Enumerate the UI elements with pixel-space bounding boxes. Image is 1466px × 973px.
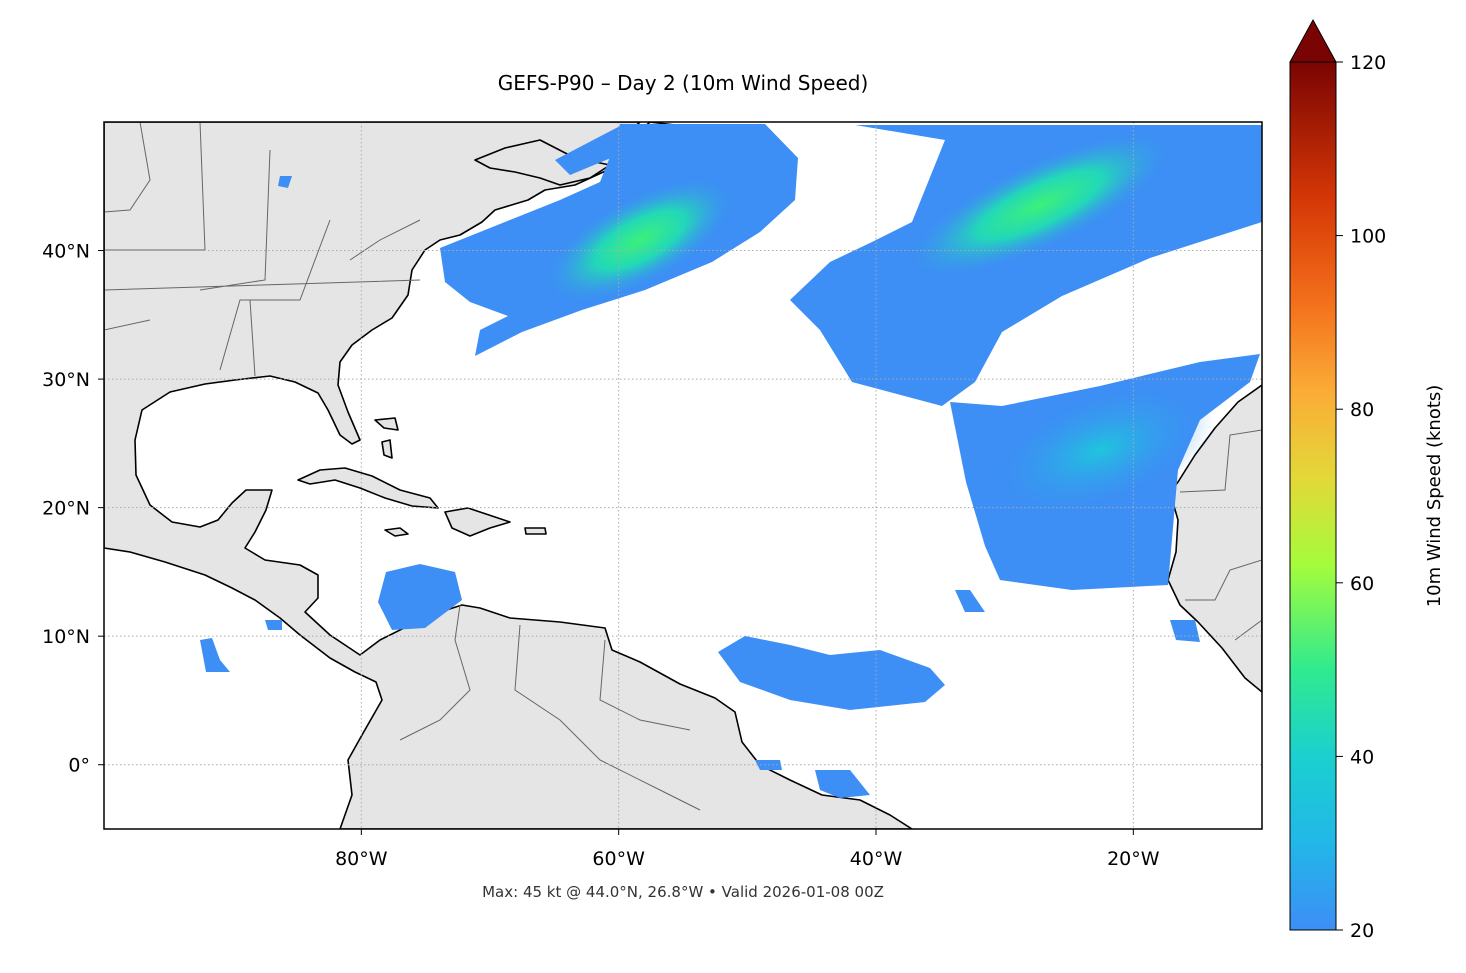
gridlines [104, 122, 1262, 829]
land-cuba [297, 467, 439, 509]
x-tick-label: 60°W [592, 848, 645, 870]
wind-area [378, 564, 462, 630]
map-area [104, 122, 1262, 829]
wind-area [718, 636, 945, 710]
country-borders [104, 122, 1262, 811]
colorbar-tick-label: 40 [1350, 746, 1374, 768]
x-tick-label: 80°W [335, 848, 388, 870]
y-tick-label: 20°N [42, 498, 90, 520]
land-jamaica [384, 527, 409, 537]
colorbar-extend [1289, 18, 1337, 63]
colorbar-bar [1289, 61, 1337, 931]
colorbar-tick-label: 100 [1350, 226, 1386, 248]
colorbar-label: 10m Wind Speed (knots) [1424, 385, 1445, 608]
wind-core [902, 129, 1178, 281]
caption: Max: 45 kt @ 44.0°N, 26.8°W • Valid 2026… [482, 883, 884, 901]
colorbar: 10m Wind Speed (knots) 20 40 60 80 100 120 [1289, 18, 1445, 942]
x-tick-label: 20°W [1107, 848, 1160, 870]
y-tick-label: 10°N [42, 626, 90, 648]
wind-core [985, 380, 1215, 520]
colorbar-tick-label: 80 [1350, 399, 1374, 421]
y-tick-label: 30°N [42, 369, 90, 391]
map-frame [103, 121, 1263, 830]
land-puerto-rico [524, 527, 547, 535]
land-nova-scotia [474, 139, 611, 186]
land-americas [104, 122, 913, 829]
wind-area [790, 125, 1262, 406]
colorbar-tick-label: 120 [1350, 52, 1386, 74]
wind-core [540, 174, 740, 306]
x-tick-label: 40°W [850, 848, 903, 870]
land-hispaniola [444, 507, 511, 537]
y-tick-label: 0° [68, 755, 90, 777]
map-title: GEFS-P90 – Day 2 (10m Wind Speed) [498, 71, 869, 95]
colorbar-tick-label: 20 [1350, 920, 1374, 942]
y-tick-label: 40°N [42, 241, 90, 263]
land-bahamas [374, 417, 399, 459]
colorbar-tick-label: 60 [1350, 573, 1374, 595]
wind-field [200, 124, 1262, 798]
